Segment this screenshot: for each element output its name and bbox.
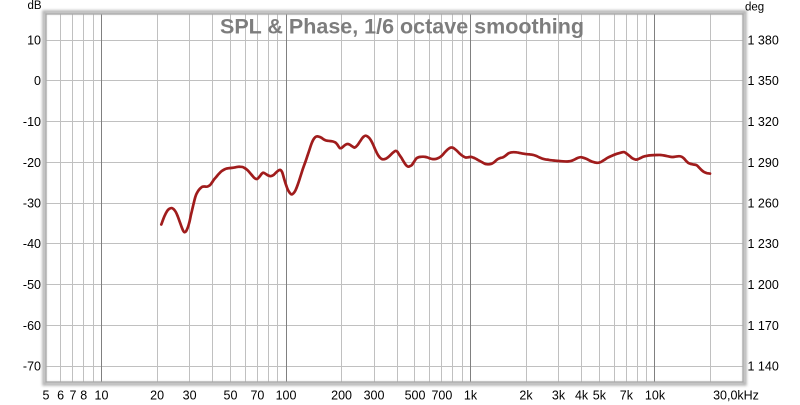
svg-text:SPL & Phase, 1/6 octave smooth: SPL & Phase, 1/6 octave smoothing [220, 15, 584, 39]
svg-text:30,0kHz: 30,0kHz [713, 389, 759, 403]
svg-text:1 320: 1 320 [748, 115, 779, 129]
svg-text:8: 8 [80, 389, 87, 403]
svg-text:5k: 5k [593, 389, 607, 403]
svg-text:dB: dB [28, 0, 42, 12]
svg-text:-50: -50 [23, 278, 41, 292]
svg-text:0: 0 [34, 74, 41, 88]
svg-text:1k: 1k [464, 389, 478, 403]
svg-text:700: 700 [431, 389, 452, 403]
svg-text:-40: -40 [23, 237, 41, 251]
svg-text:1 170: 1 170 [748, 319, 779, 333]
svg-text:1 380: 1 380 [748, 34, 779, 48]
svg-text:deg: deg [745, 2, 764, 14]
svg-text:7k: 7k [620, 389, 634, 403]
svg-text:20: 20 [150, 389, 164, 403]
svg-text:5: 5 [43, 389, 50, 403]
svg-text:1 260: 1 260 [748, 197, 779, 211]
svg-text:-10: -10 [23, 115, 41, 129]
svg-text:50: 50 [224, 389, 238, 403]
svg-text:500: 500 [405, 389, 426, 403]
svg-text:1 290: 1 290 [748, 156, 779, 170]
svg-text:300: 300 [364, 389, 385, 403]
svg-text:30: 30 [183, 389, 197, 403]
svg-text:2k: 2k [519, 389, 533, 403]
svg-text:7: 7 [70, 389, 77, 403]
svg-text:-30: -30 [23, 197, 41, 211]
svg-text:10: 10 [95, 389, 109, 403]
svg-text:10k: 10k [645, 389, 666, 403]
svg-text:10: 10 [27, 34, 41, 48]
svg-text:6: 6 [57, 389, 64, 403]
svg-text:1 350: 1 350 [748, 74, 779, 88]
svg-text:1 230: 1 230 [748, 237, 779, 251]
svg-text:4k: 4k [575, 389, 589, 403]
svg-text:1 140: 1 140 [748, 360, 779, 374]
svg-text:3k: 3k [552, 389, 566, 403]
svg-text:-20: -20 [23, 156, 41, 170]
svg-text:1 200: 1 200 [748, 278, 779, 292]
svg-text:200: 200 [331, 389, 352, 403]
svg-text:100: 100 [276, 389, 297, 403]
svg-text:-70: -70 [23, 360, 41, 374]
svg-text:70: 70 [250, 389, 264, 403]
svg-text:-60: -60 [23, 319, 41, 333]
